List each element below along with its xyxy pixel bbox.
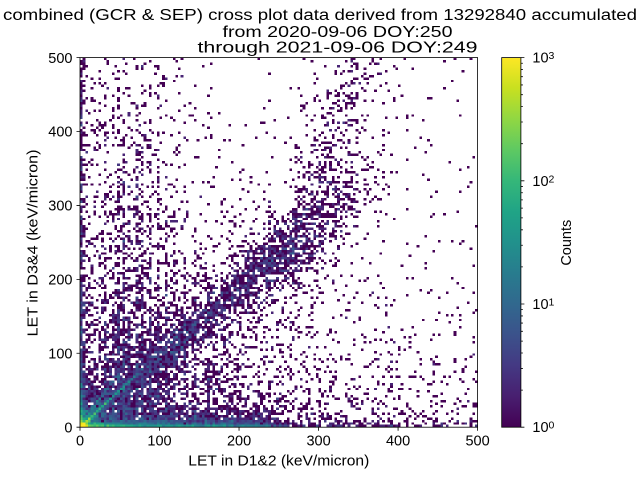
svg-text:100: 100: [48, 347, 72, 363]
svg-text:LET in D3&4 (keV/micron): LET in D3&4 (keV/micron): [25, 150, 41, 337]
svg-text:from 2020-09-06 DOY:250: from 2020-09-06 DOY:250: [223, 24, 453, 41]
svg-text:400: 400: [48, 125, 72, 141]
svg-text:0: 0: [76, 434, 84, 450]
svg-text:through 2021-09-06 DOY:249: through 2021-09-06 DOY:249: [198, 40, 478, 57]
svg-text:100: 100: [147, 434, 171, 450]
svg-text:500: 500: [48, 51, 72, 67]
svg-text:400: 400: [386, 434, 410, 450]
svg-text:300: 300: [48, 199, 72, 215]
svg-text:Counts: Counts: [559, 220, 575, 266]
svg-text:LET in D1&2 (keV/micron): LET in D1&2 (keV/micron): [188, 453, 369, 469]
svg-text:500: 500: [465, 434, 489, 450]
svg-text:0: 0: [64, 420, 72, 436]
svg-text:200: 200: [227, 434, 251, 450]
svg-text:300: 300: [306, 434, 330, 450]
svg-text:200: 200: [48, 273, 72, 289]
svg-text:combined (GCR & SEP) cross plo: combined (GCR & SEP) cross plot data der…: [3, 7, 637, 24]
